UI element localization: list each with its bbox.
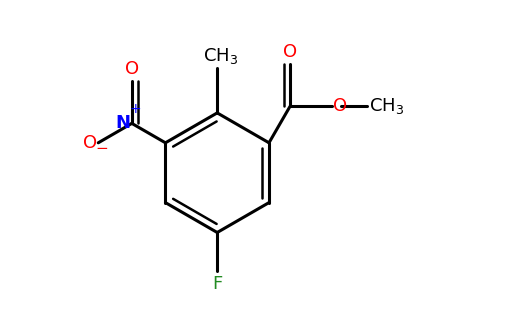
Text: F: F: [212, 274, 222, 292]
Text: N: N: [115, 114, 130, 132]
Text: CH$_3$: CH$_3$: [203, 46, 238, 66]
Text: O: O: [82, 134, 97, 152]
Text: O: O: [333, 97, 347, 115]
Text: O: O: [283, 43, 297, 61]
Text: +: +: [130, 102, 141, 116]
Text: −: −: [96, 141, 109, 156]
Text: O: O: [125, 60, 139, 78]
Text: CH$_3$: CH$_3$: [369, 96, 404, 116]
